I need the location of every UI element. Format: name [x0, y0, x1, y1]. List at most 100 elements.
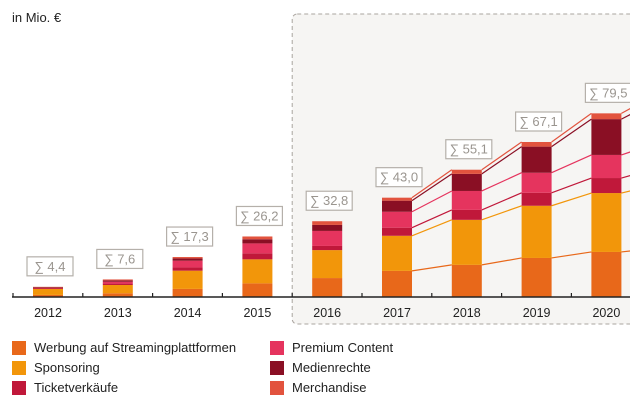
x-tick-label: 2019 — [523, 306, 551, 320]
connector-line-4 — [411, 173, 453, 202]
bar-segment-2017-5 — [382, 197, 412, 201]
bar-segment-2015-4 — [242, 239, 273, 244]
bar-segment-2016-5 — [312, 221, 343, 225]
connector-line-5 — [621, 108, 630, 114]
bar-segment-2014-1 — [172, 270, 203, 289]
bar-segment-2013-2 — [102, 283, 133, 285]
x-tick-label: 2016 — [313, 306, 341, 320]
x-tick-label: 2014 — [174, 306, 202, 320]
bar-segment-2014-2 — [172, 267, 203, 271]
connector-line-3 — [481, 172, 522, 192]
legend-item: Ticketverkäufe — [12, 380, 118, 395]
bar-segment-2015-2 — [242, 253, 273, 260]
bar-segment-2014-3 — [172, 260, 203, 268]
legend-swatch — [270, 360, 284, 375]
bar-segment-2016-0 — [312, 278, 343, 297]
bar-segment-2020-0 — [591, 251, 622, 297]
total-label-box — [584, 82, 630, 103]
legend-item: Premium Content — [270, 340, 393, 355]
legend-item: Merchandise — [270, 380, 366, 395]
total-label: ∑ 67,1 — [520, 114, 558, 129]
total-label: ∑ 79,5 — [589, 85, 627, 100]
legend-item: Medienrechte — [270, 360, 371, 375]
bar-segment-2017-0 — [382, 270, 412, 297]
connector-line-2 — [481, 192, 522, 211]
bar-segment-2019-3 — [521, 172, 552, 193]
connector-line-0 — [411, 264, 452, 272]
legend-swatch — [270, 340, 284, 355]
bar-segment-2014-0 — [172, 288, 203, 297]
bar-segment-2012-2 — [33, 287, 63, 289]
bar-segment-2013-0 — [102, 293, 133, 297]
bar-segment-2012-4 — [33, 287, 63, 288]
connector-line-1 — [551, 192, 592, 207]
connector-line-4 — [621, 114, 630, 120]
total-label: ∑ 55,1 — [450, 142, 488, 157]
connector-line-1 — [621, 190, 630, 194]
x-tick-label: 2017 — [383, 306, 411, 320]
bar-segment-2016-4 — [312, 224, 343, 231]
legend-swatch — [12, 340, 26, 355]
bar-segment-2020-3 — [591, 154, 622, 179]
bar-segment-2017-2 — [382, 227, 412, 236]
connector-line-3 — [621, 151, 630, 156]
x-tick-label: 2012 — [34, 306, 62, 320]
legend-label: Merchandise — [292, 380, 367, 395]
bar-segment-2019-2 — [521, 192, 552, 206]
x-tick-label: 2020 — [592, 306, 620, 320]
total-label: ∑ 32,8 — [310, 193, 348, 208]
connector-line-1 — [411, 219, 453, 237]
bar-segment-2015-1 — [242, 259, 273, 284]
legend-swatch — [270, 380, 284, 395]
bar-segment-2012-0 — [33, 294, 63, 297]
legend-swatch — [12, 380, 26, 395]
bar-segment-2018-1 — [451, 219, 482, 265]
total-label: ∑ 43,0 — [380, 170, 418, 185]
total-label-box — [235, 205, 283, 227]
connector-line-2 — [411, 209, 453, 229]
total-label-box — [445, 139, 493, 160]
bar-segment-2014-5 — [172, 257, 203, 259]
bar-segment-2018-4 — [451, 173, 482, 191]
bar-segment-2015-0 — [242, 283, 273, 297]
bar-segment-2018-3 — [451, 190, 482, 210]
legend-label: Sponsoring — [34, 360, 100, 375]
bar-segment-2017-4 — [382, 200, 412, 212]
connector-line-5 — [411, 169, 453, 199]
total-label: ∑ 17,3 — [171, 229, 209, 244]
legend-label: Medienrechte — [292, 360, 371, 375]
bar-segment-2020-4 — [591, 119, 622, 155]
bar-segment-2016-3 — [312, 230, 343, 246]
bar-segment-2016-1 — [312, 250, 343, 279]
legend-item: Werbung auf Streamingplattformen — [12, 340, 236, 355]
legend-label: Ticketverkäufe — [34, 380, 119, 395]
total-label: ∑ 4,4 — [35, 259, 66, 274]
bar-segment-2013-4 — [102, 280, 133, 282]
bar-segment-2013-3 — [102, 281, 133, 284]
unit-label: in Mio. € — [12, 10, 62, 25]
stacked-bar-chart: 2012 ∑ 4,4 2013 ∑ 7,6 2014 ∑ 17,3 2015 ∑ 26,2 20… — [12, 13, 630, 325]
bar-segment-2019-0 — [521, 257, 552, 297]
x-tick-label: 2015 — [243, 306, 271, 320]
total-label-box — [166, 226, 214, 247]
total-label: ∑ 7,6 — [104, 251, 135, 266]
bar-segment-2019-4 — [521, 146, 552, 173]
total-label-box — [375, 167, 423, 188]
bar-segment-2016-2 — [312, 245, 343, 251]
total-label-box — [96, 248, 144, 270]
connector-line-4 — [481, 146, 522, 175]
bar-segment-2020-1 — [591, 193, 622, 252]
connector-line-5 — [481, 141, 522, 171]
bar-segment-2019-5 — [521, 141, 552, 147]
connector-line-2 — [551, 177, 592, 194]
connector-line-1 — [481, 205, 522, 221]
legend-swatch — [12, 360, 26, 375]
bar-segment-2015-5 — [242, 236, 273, 240]
legend-label: Werbung auf Streamingplattformen — [34, 340, 237, 355]
connector-line-4 — [551, 118, 592, 148]
legend-item: Sponsoring — [12, 360, 100, 375]
connector-line-0 — [621, 250, 630, 253]
bar-segment-2014-4 — [172, 258, 203, 261]
connector-line-0 — [481, 257, 522, 266]
bar-segment-2015-3 — [242, 243, 273, 254]
